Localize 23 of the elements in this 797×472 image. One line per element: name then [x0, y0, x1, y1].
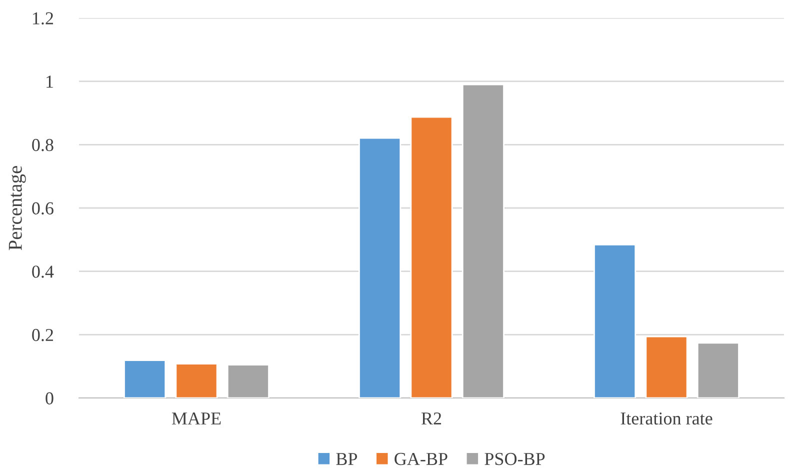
bar — [410, 116, 453, 398]
legend-label: PSO-BP — [484, 452, 545, 466]
y-tick-label: 0 — [46, 392, 54, 404]
bar — [358, 137, 402, 398]
y-tick-label: 0.8 — [32, 138, 54, 152]
y-tick-label: 1.2 — [33, 12, 54, 25]
bar — [645, 336, 688, 398]
y-tick-label: 1 — [46, 76, 53, 88]
bar — [124, 360, 166, 398]
bar — [226, 364, 270, 398]
x-tick-label: R2 — [421, 412, 442, 424]
x-tick-label: Iteration rate — [620, 412, 712, 425]
bar — [594, 244, 636, 398]
y-tick-label: 0.4 — [32, 266, 54, 278]
legend-label: GA-BP — [394, 452, 448, 466]
bar — [175, 363, 218, 398]
x-tick-label: MAPE — [172, 412, 221, 424]
y-axis-title: Percentage — [8, 166, 26, 250]
y-tick-label: 0.6 — [32, 202, 54, 215]
bar — [696, 342, 740, 398]
bar — [462, 84, 504, 398]
y-tick-label: 0.2 — [32, 328, 54, 342]
legend-label: BP — [336, 453, 358, 465]
